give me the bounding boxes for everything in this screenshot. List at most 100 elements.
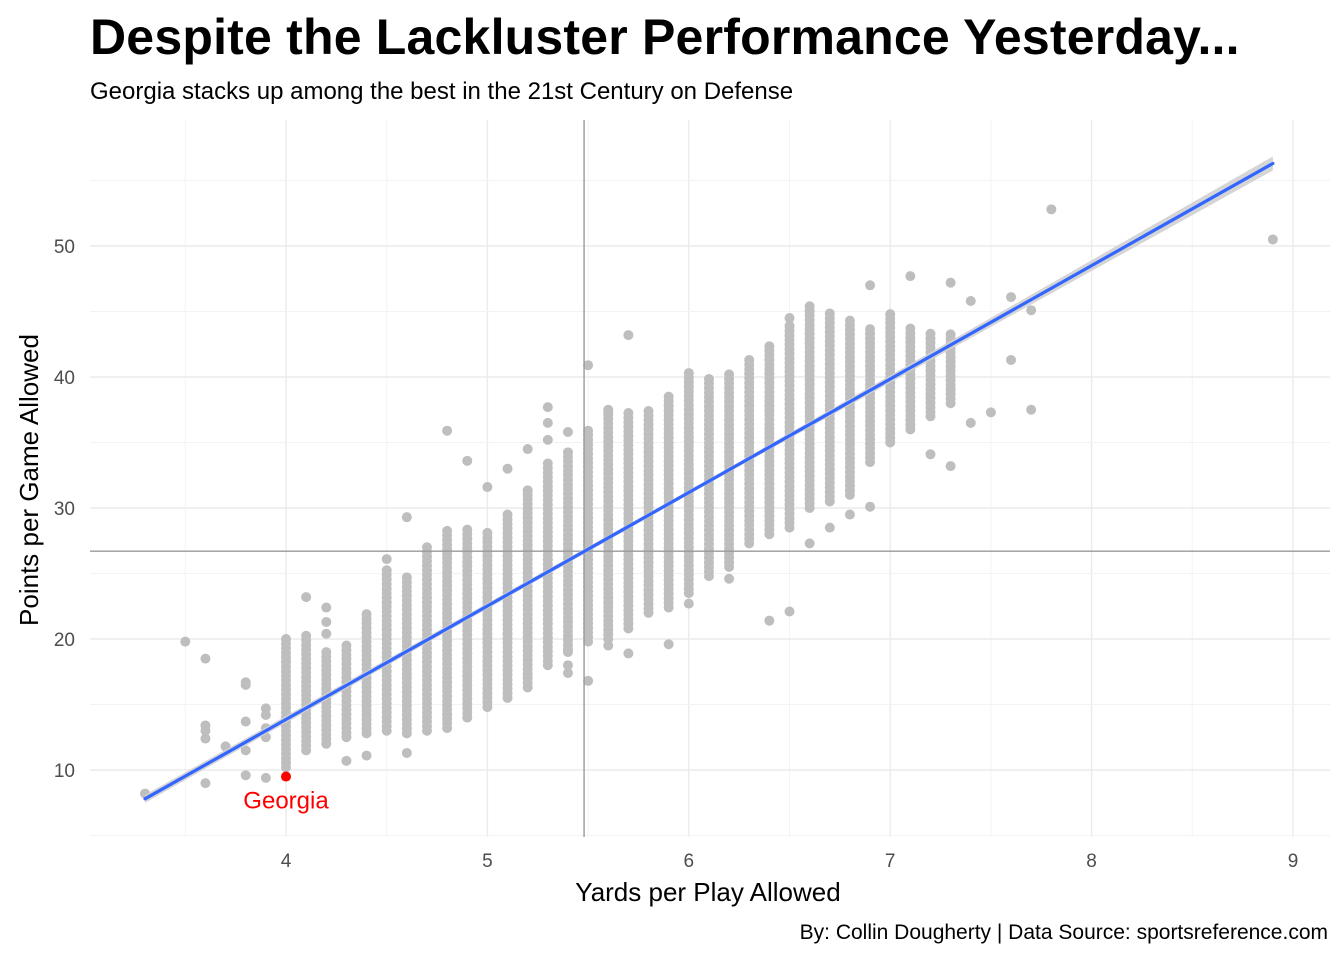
data-point <box>341 640 352 651</box>
data-point <box>945 277 956 288</box>
data-point <box>764 615 775 626</box>
data-point <box>442 425 453 436</box>
data-point <box>401 747 412 758</box>
reference-lines <box>90 120 1330 837</box>
data-point <box>542 417 553 428</box>
chart-subtitle: Georgia stacks up among the best in the … <box>90 78 794 105</box>
data-point <box>844 315 855 326</box>
data-point <box>724 573 735 584</box>
data-point <box>844 509 855 520</box>
data-point <box>482 527 493 538</box>
data-point <box>925 449 936 460</box>
chart-title: Despite the Lackluster Performance Yeste… <box>90 9 1240 65</box>
data-point <box>542 458 553 469</box>
data-point <box>623 330 634 341</box>
data-point <box>965 417 976 428</box>
data-point <box>1026 404 1037 415</box>
data-point <box>542 402 553 413</box>
data-point <box>643 406 654 417</box>
data-point <box>442 525 453 536</box>
data-point <box>321 602 332 613</box>
data-point <box>865 280 876 291</box>
y-axis-title: Points per Game Allowed <box>14 334 44 626</box>
x-axis-title: Yards per Play Allowed <box>575 877 840 907</box>
data-point <box>945 329 956 340</box>
data-point <box>965 296 976 307</box>
data-point <box>824 308 835 319</box>
x-tick-label: 5 <box>482 851 493 872</box>
trend-line-group <box>143 156 1275 803</box>
data-point <box>1026 305 1037 316</box>
data-point <box>683 598 694 609</box>
data-point <box>703 373 714 384</box>
x-tick-label: 9 <box>1288 851 1299 872</box>
data-point <box>1006 292 1017 303</box>
data-point <box>421 542 432 553</box>
data-point <box>562 447 573 458</box>
highlight-label: Georgia <box>243 788 329 815</box>
data-point <box>804 301 815 312</box>
data-point <box>401 512 412 523</box>
data-point <box>663 639 674 650</box>
data-point <box>542 434 553 445</box>
data-point <box>663 391 674 402</box>
data-point <box>482 482 493 493</box>
data-point <box>522 485 533 496</box>
data-point <box>784 313 795 324</box>
data-point <box>361 609 372 620</box>
data-point <box>945 461 956 472</box>
data-point <box>724 369 735 380</box>
caption: By: Collin Dougherty | Data Source: spor… <box>799 921 1328 944</box>
data-point <box>281 634 291 644</box>
data-point <box>865 324 876 335</box>
data-point <box>865 501 876 512</box>
data-point <box>1006 354 1017 365</box>
highlight-point <box>281 771 291 782</box>
data-point <box>623 648 634 659</box>
data-point <box>583 425 594 436</box>
data-point <box>260 709 271 720</box>
data-point <box>824 522 835 533</box>
data-point <box>522 444 533 455</box>
data-point <box>1267 234 1278 245</box>
data-point <box>502 463 513 474</box>
data-point <box>744 354 755 365</box>
data-point <box>764 341 775 352</box>
highlight-group: Georgia <box>243 771 329 815</box>
data-point <box>583 360 594 371</box>
data-point <box>240 745 251 756</box>
trend-line <box>143 161 1275 801</box>
data-point <box>301 630 312 641</box>
data-point <box>603 407 614 418</box>
data-point <box>381 565 392 576</box>
data-point <box>321 647 332 658</box>
data-point <box>925 328 936 339</box>
data-point <box>562 427 573 438</box>
data-point <box>260 772 271 783</box>
data-point <box>683 368 694 379</box>
x-tick-label: 4 <box>281 851 292 872</box>
data-point <box>623 408 634 419</box>
x-tick-label: 6 <box>684 851 695 872</box>
data-point <box>562 647 573 658</box>
data-point <box>603 640 614 651</box>
data-point <box>462 455 473 466</box>
data-point <box>301 592 312 603</box>
data-point <box>200 778 211 789</box>
data-point <box>361 750 372 761</box>
y-tick-label: 40 <box>54 368 75 389</box>
data-point <box>321 616 332 627</box>
data-point <box>240 770 251 781</box>
y-tick-label: 10 <box>54 761 75 782</box>
data-points <box>140 204 1278 799</box>
data-point <box>562 668 573 679</box>
data-point <box>200 653 211 664</box>
y-tick-label: 20 <box>54 630 75 651</box>
data-point <box>784 320 795 331</box>
data-point <box>905 271 916 282</box>
data-point <box>401 572 412 583</box>
data-point <box>583 675 594 686</box>
data-point <box>804 538 815 549</box>
data-point <box>784 606 795 617</box>
